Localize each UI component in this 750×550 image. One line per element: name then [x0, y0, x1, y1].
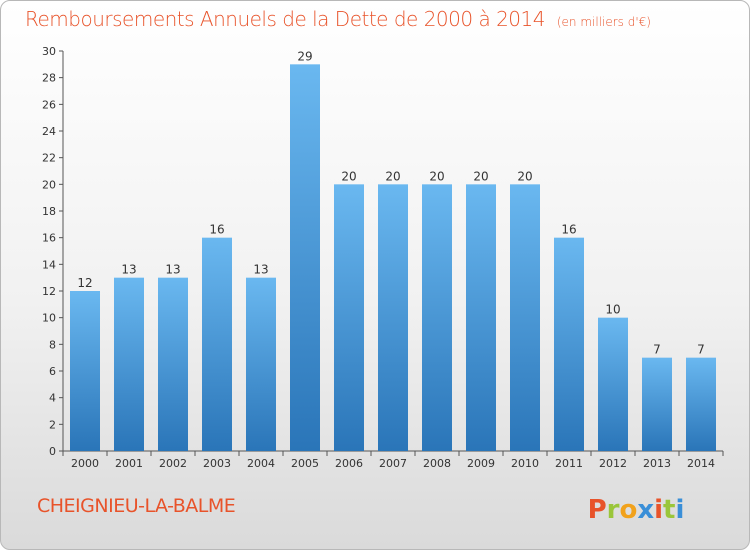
- city-name: CHEIGNIEU-LA-BALME: [37, 495, 236, 517]
- x-tick-label: 2008: [423, 457, 451, 470]
- data-label: 13: [165, 263, 180, 277]
- data-label: 20: [517, 169, 532, 183]
- data-label: 20: [385, 169, 400, 183]
- bar-2001: [114, 277, 144, 451]
- y-tick-label: 28: [42, 72, 56, 85]
- logo-letter: r: [607, 495, 620, 525]
- bar-2004: [246, 277, 276, 451]
- y-tick-label: 24: [42, 125, 56, 138]
- x-tick-label: 2007: [379, 457, 407, 470]
- y-tick-label: 14: [42, 258, 56, 271]
- x-tick-label: 2002: [159, 457, 187, 470]
- bar-2005: [290, 64, 320, 452]
- title-text: Remboursements Annuels de la Dette de 20…: [25, 7, 545, 31]
- y-tick-label: 0: [49, 445, 56, 458]
- bar-2010: [510, 184, 540, 452]
- title-unit: (en milliers d'€): [556, 15, 651, 29]
- bar-2002: [158, 277, 188, 451]
- proxiti-logo: Proxiti: [588, 495, 685, 525]
- bar-2003: [202, 237, 232, 451]
- y-tick-label: 18: [42, 205, 56, 218]
- logo-wordmark: Proxiti: [588, 495, 685, 525]
- x-tick-label: 2004: [247, 457, 275, 470]
- y-tick-label: 2: [49, 418, 56, 431]
- x-tick-label: 2013: [643, 457, 671, 470]
- data-label: 20: [473, 169, 488, 183]
- bar-2011: [554, 237, 584, 451]
- bar-2013: [642, 357, 672, 451]
- y-tick-label: 26: [42, 98, 56, 111]
- y-tick-label: 16: [42, 232, 56, 245]
- x-tick-label: 2010: [511, 457, 539, 470]
- bar-2014: [686, 357, 716, 451]
- chart-labels: 2000 12 2001 13 2002 13 2003 16 2004 13 2005 29 2006…: [71, 49, 715, 470]
- y-tick-label: 22: [42, 152, 56, 165]
- data-label: 29: [297, 49, 312, 63]
- logo-letter: t: [663, 495, 675, 525]
- chart-title: Remboursements Annuels de la Dette de 20…: [25, 7, 651, 31]
- data-label: 20: [429, 169, 444, 183]
- x-tick-label: 2005: [291, 457, 319, 470]
- logo-letter: i: [675, 495, 684, 525]
- y-tick-label: 12: [42, 285, 56, 298]
- y-tick-label: 6: [49, 365, 56, 378]
- x-tick-label: 2001: [115, 457, 143, 470]
- y-tick-label: 8: [49, 338, 56, 351]
- x-tick-label: 2011: [555, 457, 583, 470]
- y-tick-label: 4: [49, 392, 56, 405]
- bar-2009: [466, 184, 496, 452]
- data-label: 16: [209, 223, 224, 237]
- data-label: 12: [77, 276, 92, 290]
- bar-2012: [598, 317, 628, 451]
- x-tick-label: 2009: [467, 457, 495, 470]
- bar-2006: [334, 184, 364, 452]
- logo-letter: o: [619, 495, 637, 525]
- y-tick-label: 30: [42, 45, 56, 58]
- data-label: 13: [121, 263, 136, 277]
- bar-2000: [70, 291, 100, 451]
- data-label: 16: [561, 223, 576, 237]
- chart-bars: [70, 64, 716, 452]
- data-label: 7: [653, 343, 661, 357]
- x-tick-label: 2000: [71, 457, 99, 470]
- x-tick-label: 2006: [335, 457, 363, 470]
- logo-letter: i: [654, 495, 663, 525]
- logo-letter: x: [637, 495, 654, 525]
- bar-2008: [422, 184, 452, 452]
- x-tick-label: 2003: [203, 457, 231, 470]
- data-label: 20: [341, 169, 356, 183]
- data-label: 10: [605, 303, 620, 317]
- y-tick-label: 20: [42, 178, 56, 191]
- x-tick-label: 2012: [599, 457, 627, 470]
- data-label: 7: [697, 343, 705, 357]
- y-tick-label: 10: [42, 312, 56, 325]
- bar-2007: [378, 184, 408, 452]
- x-tick-label: 2014: [687, 457, 715, 470]
- data-label: 13: [253, 263, 268, 277]
- logo-letter: P: [588, 495, 607, 525]
